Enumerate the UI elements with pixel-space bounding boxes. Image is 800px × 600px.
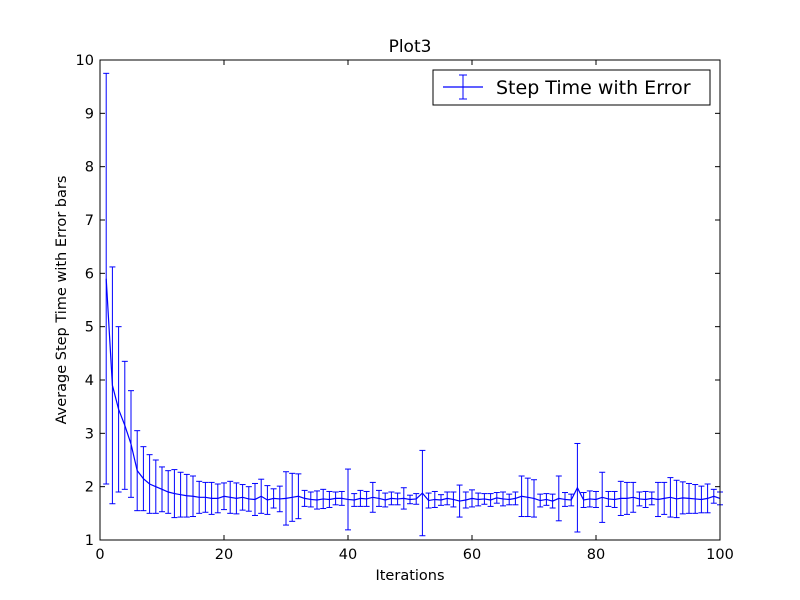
x-tick-label: 80 <box>587 547 605 563</box>
x-tick-label: 100 <box>706 547 734 563</box>
y-tick-label: 3 <box>85 426 94 442</box>
chart-title: Plot3 <box>389 37 432 57</box>
y-tick-label: 7 <box>85 213 94 229</box>
series-line <box>105 278 721 502</box>
y-tick-label: 2 <box>85 480 94 496</box>
legend-errorbar-icon <box>443 74 483 100</box>
x-axis-label: Iterations <box>375 568 444 584</box>
x-tick-label: 40 <box>339 547 357 563</box>
x-tick-label: 20 <box>215 547 233 563</box>
x-tick-label: 0 <box>95 547 104 563</box>
y-tick-label: 8 <box>85 160 94 176</box>
y-tick-label: 1 <box>85 533 94 549</box>
plot-area <box>103 72 723 537</box>
x-tick-label: 60 <box>463 547 481 563</box>
plot-frame <box>99 59 721 541</box>
axis-ticks: 0 20 40 60 80 100 1 2 3 4 5 6 7 8 9 10 <box>76 53 734 563</box>
y-tick-label: 4 <box>85 373 94 389</box>
legend-label: Step Time with Error <box>496 77 691 99</box>
y-axis-label: Average Step Time with Error bars <box>54 176 70 425</box>
y-tick-label: 6 <box>85 266 94 282</box>
y-tick-label: 9 <box>85 106 94 122</box>
y-tick-label: 5 <box>85 320 94 336</box>
legend: Step Time with Error <box>432 69 711 106</box>
y-tick-label: 10 <box>76 53 94 69</box>
